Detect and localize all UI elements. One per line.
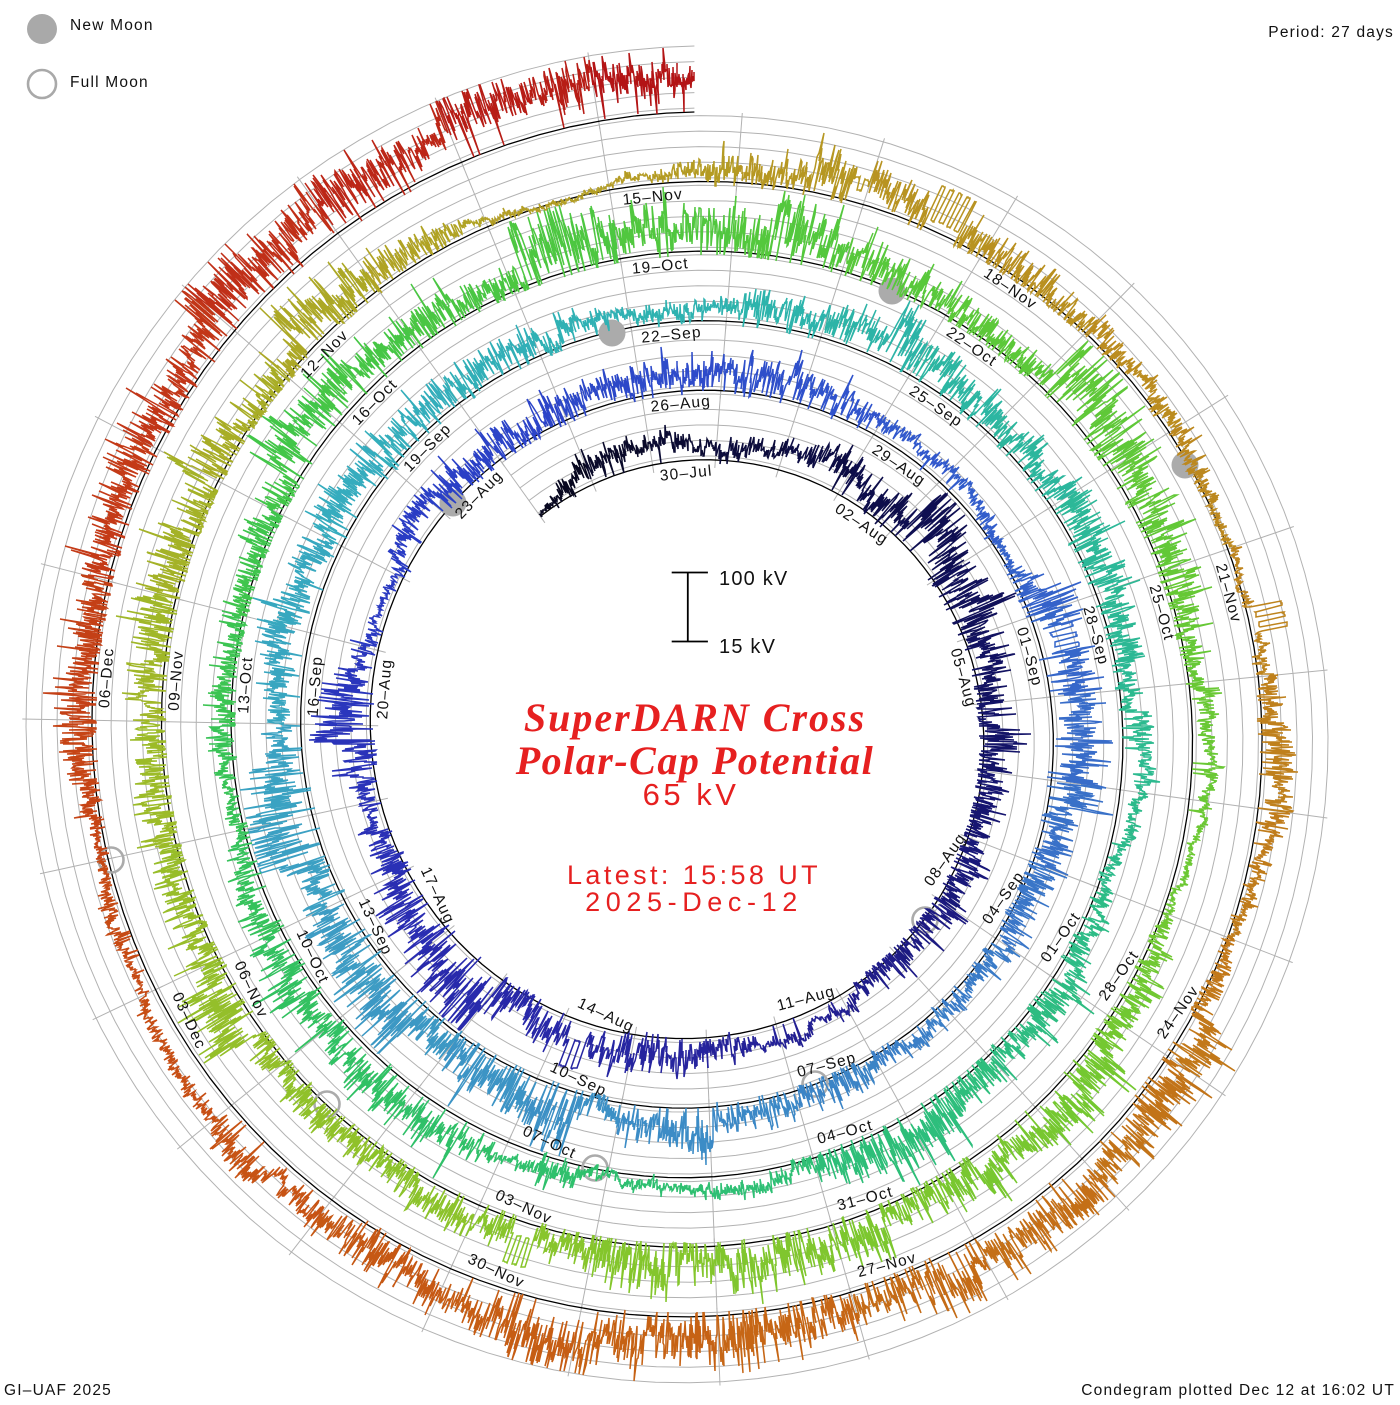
svg-text:26–Aug: 26–Aug <box>650 393 712 416</box>
svg-text:13–Oct: 13–Oct <box>235 656 256 714</box>
svg-text:19–Oct: 19–Oct <box>631 255 690 278</box>
svg-text:Latest: 15:58 UT: Latest: 15:58 UT <box>567 860 821 890</box>
svg-text:22–Sep: 22–Sep <box>641 324 703 347</box>
svg-text:Full Moon: Full Moon <box>70 74 149 91</box>
svg-text:Period: 27 days: Period: 27 days <box>1268 24 1394 41</box>
svg-text:15 kV: 15 kV <box>719 636 776 658</box>
svg-text:20–Aug: 20–Aug <box>374 658 395 720</box>
svg-text:15–Nov: 15–Nov <box>622 186 684 209</box>
svg-text:16–Sep: 16–Sep <box>305 655 326 717</box>
svg-text:Polar-Cap Potential: Polar-Cap Potential <box>515 738 875 783</box>
svg-text:06–Dec: 06–Dec <box>96 647 117 709</box>
svg-text:New Moon: New Moon <box>70 17 154 34</box>
svg-text:09–Nov: 09–Nov <box>166 650 187 712</box>
svg-text:100 kV: 100 kV <box>719 568 788 590</box>
svg-text:GI–UAF 2025: GI–UAF 2025 <box>4 1382 112 1399</box>
svg-text:65 kV: 65 kV <box>643 777 740 812</box>
svg-text:2025-Dec-12: 2025-Dec-12 <box>585 887 803 917</box>
svg-text:SuperDARN Cross: SuperDARN Cross <box>524 695 866 740</box>
svg-text:30–Jul: 30–Jul <box>659 463 713 485</box>
svg-text:Condegram plotted Dec 12 at 16: Condegram plotted Dec 12 at 16:02 UT <box>1081 1382 1395 1399</box>
